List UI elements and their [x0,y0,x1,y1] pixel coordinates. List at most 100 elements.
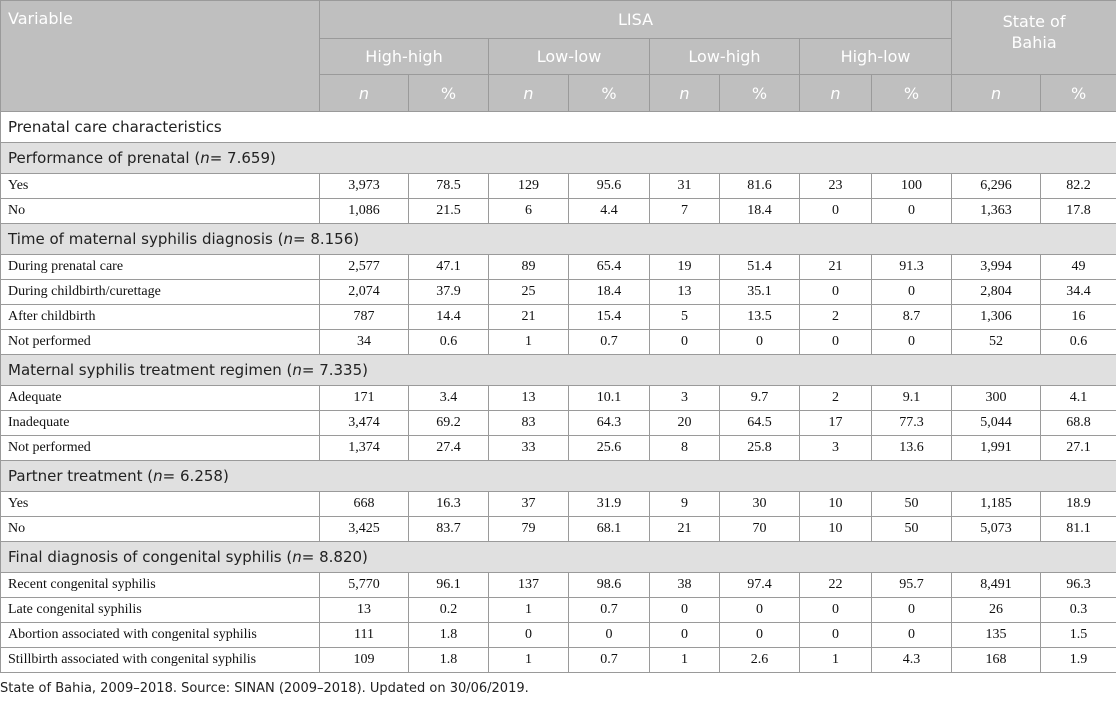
percent-cell: 50 [870,491,953,517]
table-row: Yes 668 16.3 37 31.9 9 30 10 50 1,185 18.9 [0,491,1116,517]
group-title: Performance of prenatal (n= 7.659) [0,142,1116,174]
count-cell: 0 [799,622,872,648]
group-header-high-high: High-high [319,38,489,75]
percent-cell: 37.9 [408,279,489,305]
table-row: Late congenital syphilis 13 0.2 1 0.7 0 0 0 0 26 0… [0,597,1116,623]
count-cell: 37 [488,491,569,517]
count-cell: 1 [488,329,569,355]
count-cell: 137 [488,572,569,598]
count-cell: 21 [488,304,569,330]
count-cell: 6 [488,198,569,224]
count-cell: 23 [799,173,872,199]
count-cell: 52 [951,329,1042,355]
percent-cell: 81.6 [719,173,800,199]
percent-cell: 21.5 [408,198,489,224]
percent-cell: 25.8 [719,435,800,461]
group-row: Maternal syphilis treatment regimen (n= … [0,354,1116,386]
count-cell: 168 [951,647,1042,673]
count-cell: 8,491 [951,572,1042,598]
count-cell: 20 [649,410,720,436]
table-footnote: State of Bahia, 2009–2018. Source: SINAN… [0,681,529,696]
col-header-percent: % [568,74,650,112]
percent-cell: 47.1 [408,254,489,280]
percent-cell: 0 [870,597,953,623]
table-row: No 1,086 21.5 6 4.4 7 18.4 0 0 1,363 17.8 [0,198,1116,224]
percent-cell: 100 [870,173,953,199]
col-header-n: n [319,74,409,112]
group-n-value: = 7.335 [301,361,363,379]
count-cell: 787 [319,304,409,330]
percent-cell: 0.3 [1040,597,1116,623]
count-cell: 0 [799,279,872,305]
percent-cell: 83.7 [408,516,489,542]
subheader-row: n% n% n% n% n% [1,74,1116,112]
count-cell: 1 [649,647,720,673]
group-header-low-high: Low-high [649,38,800,75]
count-cell: 0 [799,329,872,355]
count-cell: 3,474 [319,410,409,436]
percent-cell: 0.7 [568,329,650,355]
row-label: Recent congenital syphilis [0,572,320,598]
count-cell: 34 [319,329,409,355]
col-header-n: n [799,74,872,112]
percent-cell: 81.1 [1040,516,1116,542]
count-cell: 7 [649,198,720,224]
percent-cell: 0.6 [408,329,489,355]
group-title-text: Time of maternal syphilis diagnosis [8,230,273,248]
percent-cell: 18.4 [568,279,650,305]
percent-cell: 0 [719,597,800,623]
percent-cell: 96.3 [1040,572,1116,598]
count-cell: 10 [799,491,872,517]
count-cell: 0 [488,622,569,648]
count-cell: 1,363 [951,198,1042,224]
count-cell: 5,044 [951,410,1042,436]
percent-cell: 49 [1040,254,1116,280]
count-cell: 3 [649,385,720,411]
percent-cell: 0 [870,622,953,648]
table-row: Yes 3,973 78.5 129 95.6 31 81.6 23 100 6,296 82.2 [0,173,1116,199]
percent-cell: 0 [870,329,953,355]
percent-cell: 14.4 [408,304,489,330]
lisa-header: LISA [318,0,953,39]
count-cell: 2,804 [951,279,1042,305]
data-table: Variable LISA State of Bahia High-high L… [0,0,1116,673]
count-cell: 2 [799,385,872,411]
count-cell: 2 [799,304,872,330]
count-cell: 171 [319,385,409,411]
row-label: Not performed [0,435,320,461]
group-header-low-low: Low-low [488,38,650,75]
col-header-n: n [649,74,720,112]
percent-cell: 16.3 [408,491,489,517]
count-cell: 5,073 [951,516,1042,542]
group-title-text: Final diagnosis of congenital syphilis [8,548,282,566]
col-header-percent: % [719,74,800,112]
row-label: During childbirth/curettage [0,279,320,305]
group-n-symbol: n [292,548,302,566]
percent-cell: 98.6 [568,572,650,598]
state-header-line1: State of [1002,12,1066,31]
table-body: Prenatal care characteristics Performance… [0,111,1116,673]
percent-cell: 4.4 [568,198,650,224]
count-cell: 0 [799,597,872,623]
count-cell: 13 [649,279,720,305]
section-title: Prenatal care characteristics [0,111,1116,143]
count-cell: 1 [488,597,569,623]
group-n-symbol: n [292,361,302,379]
percent-cell: 95.6 [568,173,650,199]
group-n-value: = 8.820 [301,548,363,566]
group-row: Partner treatment (n= 6.258) [0,460,1116,492]
group-n-symbol: n [283,230,293,248]
group-title-text: Partner treatment [8,467,143,485]
variable-header: Variable [0,0,320,112]
count-cell: 31 [649,173,720,199]
count-cell: 21 [799,254,872,280]
percent-cell: 8.7 [870,304,953,330]
count-cell: 300 [951,385,1042,411]
count-cell: 129 [488,173,569,199]
percent-cell: 9.7 [719,385,800,411]
count-cell: 1,306 [951,304,1042,330]
col-header-percent: % [870,74,953,112]
percent-cell: 51.4 [719,254,800,280]
table-row: Not performed 1,374 27.4 33 25.6 8 25.8 3 13.6 1,… [0,435,1116,461]
col-header-percent: % [1040,74,1116,112]
